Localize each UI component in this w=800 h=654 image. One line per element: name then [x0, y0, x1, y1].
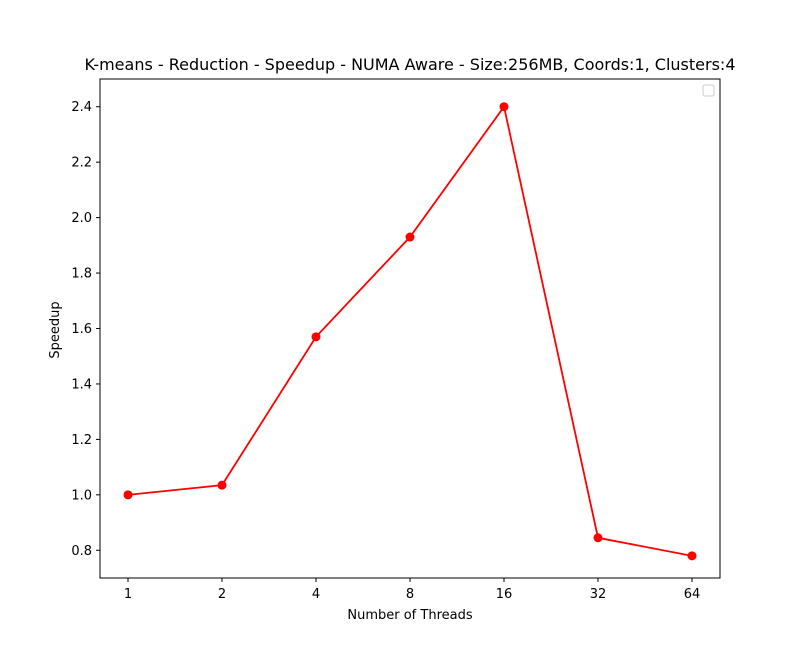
y-tick-label: 1.2: [71, 433, 92, 448]
x-tick-label: 2: [218, 587, 226, 602]
y-tick-label: 2.4: [71, 100, 92, 115]
x-tick-label: 16: [496, 587, 513, 602]
data-point: [123, 490, 133, 500]
x-tick-label: 1: [124, 587, 132, 602]
chart-title: K-means - Reduction - Speedup - NUMA Awa…: [85, 55, 736, 74]
x-tick-label: 4: [312, 587, 320, 602]
data-point: [405, 232, 415, 242]
x-tick-label: 32: [590, 587, 607, 602]
axes-frame: [99, 78, 721, 579]
y-tick-label: 0.8: [71, 544, 92, 559]
series-line: [127, 104, 693, 557]
data-point: [687, 551, 697, 561]
y-axis-label: Speedup: [48, 301, 63, 358]
data-point: [499, 102, 509, 112]
y-tick-label: 1.6: [71, 322, 92, 337]
legend-box: [702, 84, 715, 97]
y-tick-label: 1.0: [71, 488, 92, 503]
data-point: [593, 533, 603, 543]
y-tick-label: 1.8: [71, 267, 92, 282]
x-tick-label: 64: [684, 587, 701, 602]
plot-area: 0.8 1.0 1.2 1.4 1.6 1.8 2.0 2.2 2.4 1 2 4 8 16 32 64: [71, 78, 721, 602]
data-point: [217, 480, 227, 490]
x-tick-label: 8: [406, 587, 414, 602]
y-tick-label: 1.4: [71, 377, 92, 392]
y-tick-label: 2.2: [71, 156, 92, 171]
data-point: [311, 332, 321, 342]
y-tick-label: 2.0: [71, 211, 92, 226]
x-axis-label: Number of Threads: [347, 608, 472, 623]
